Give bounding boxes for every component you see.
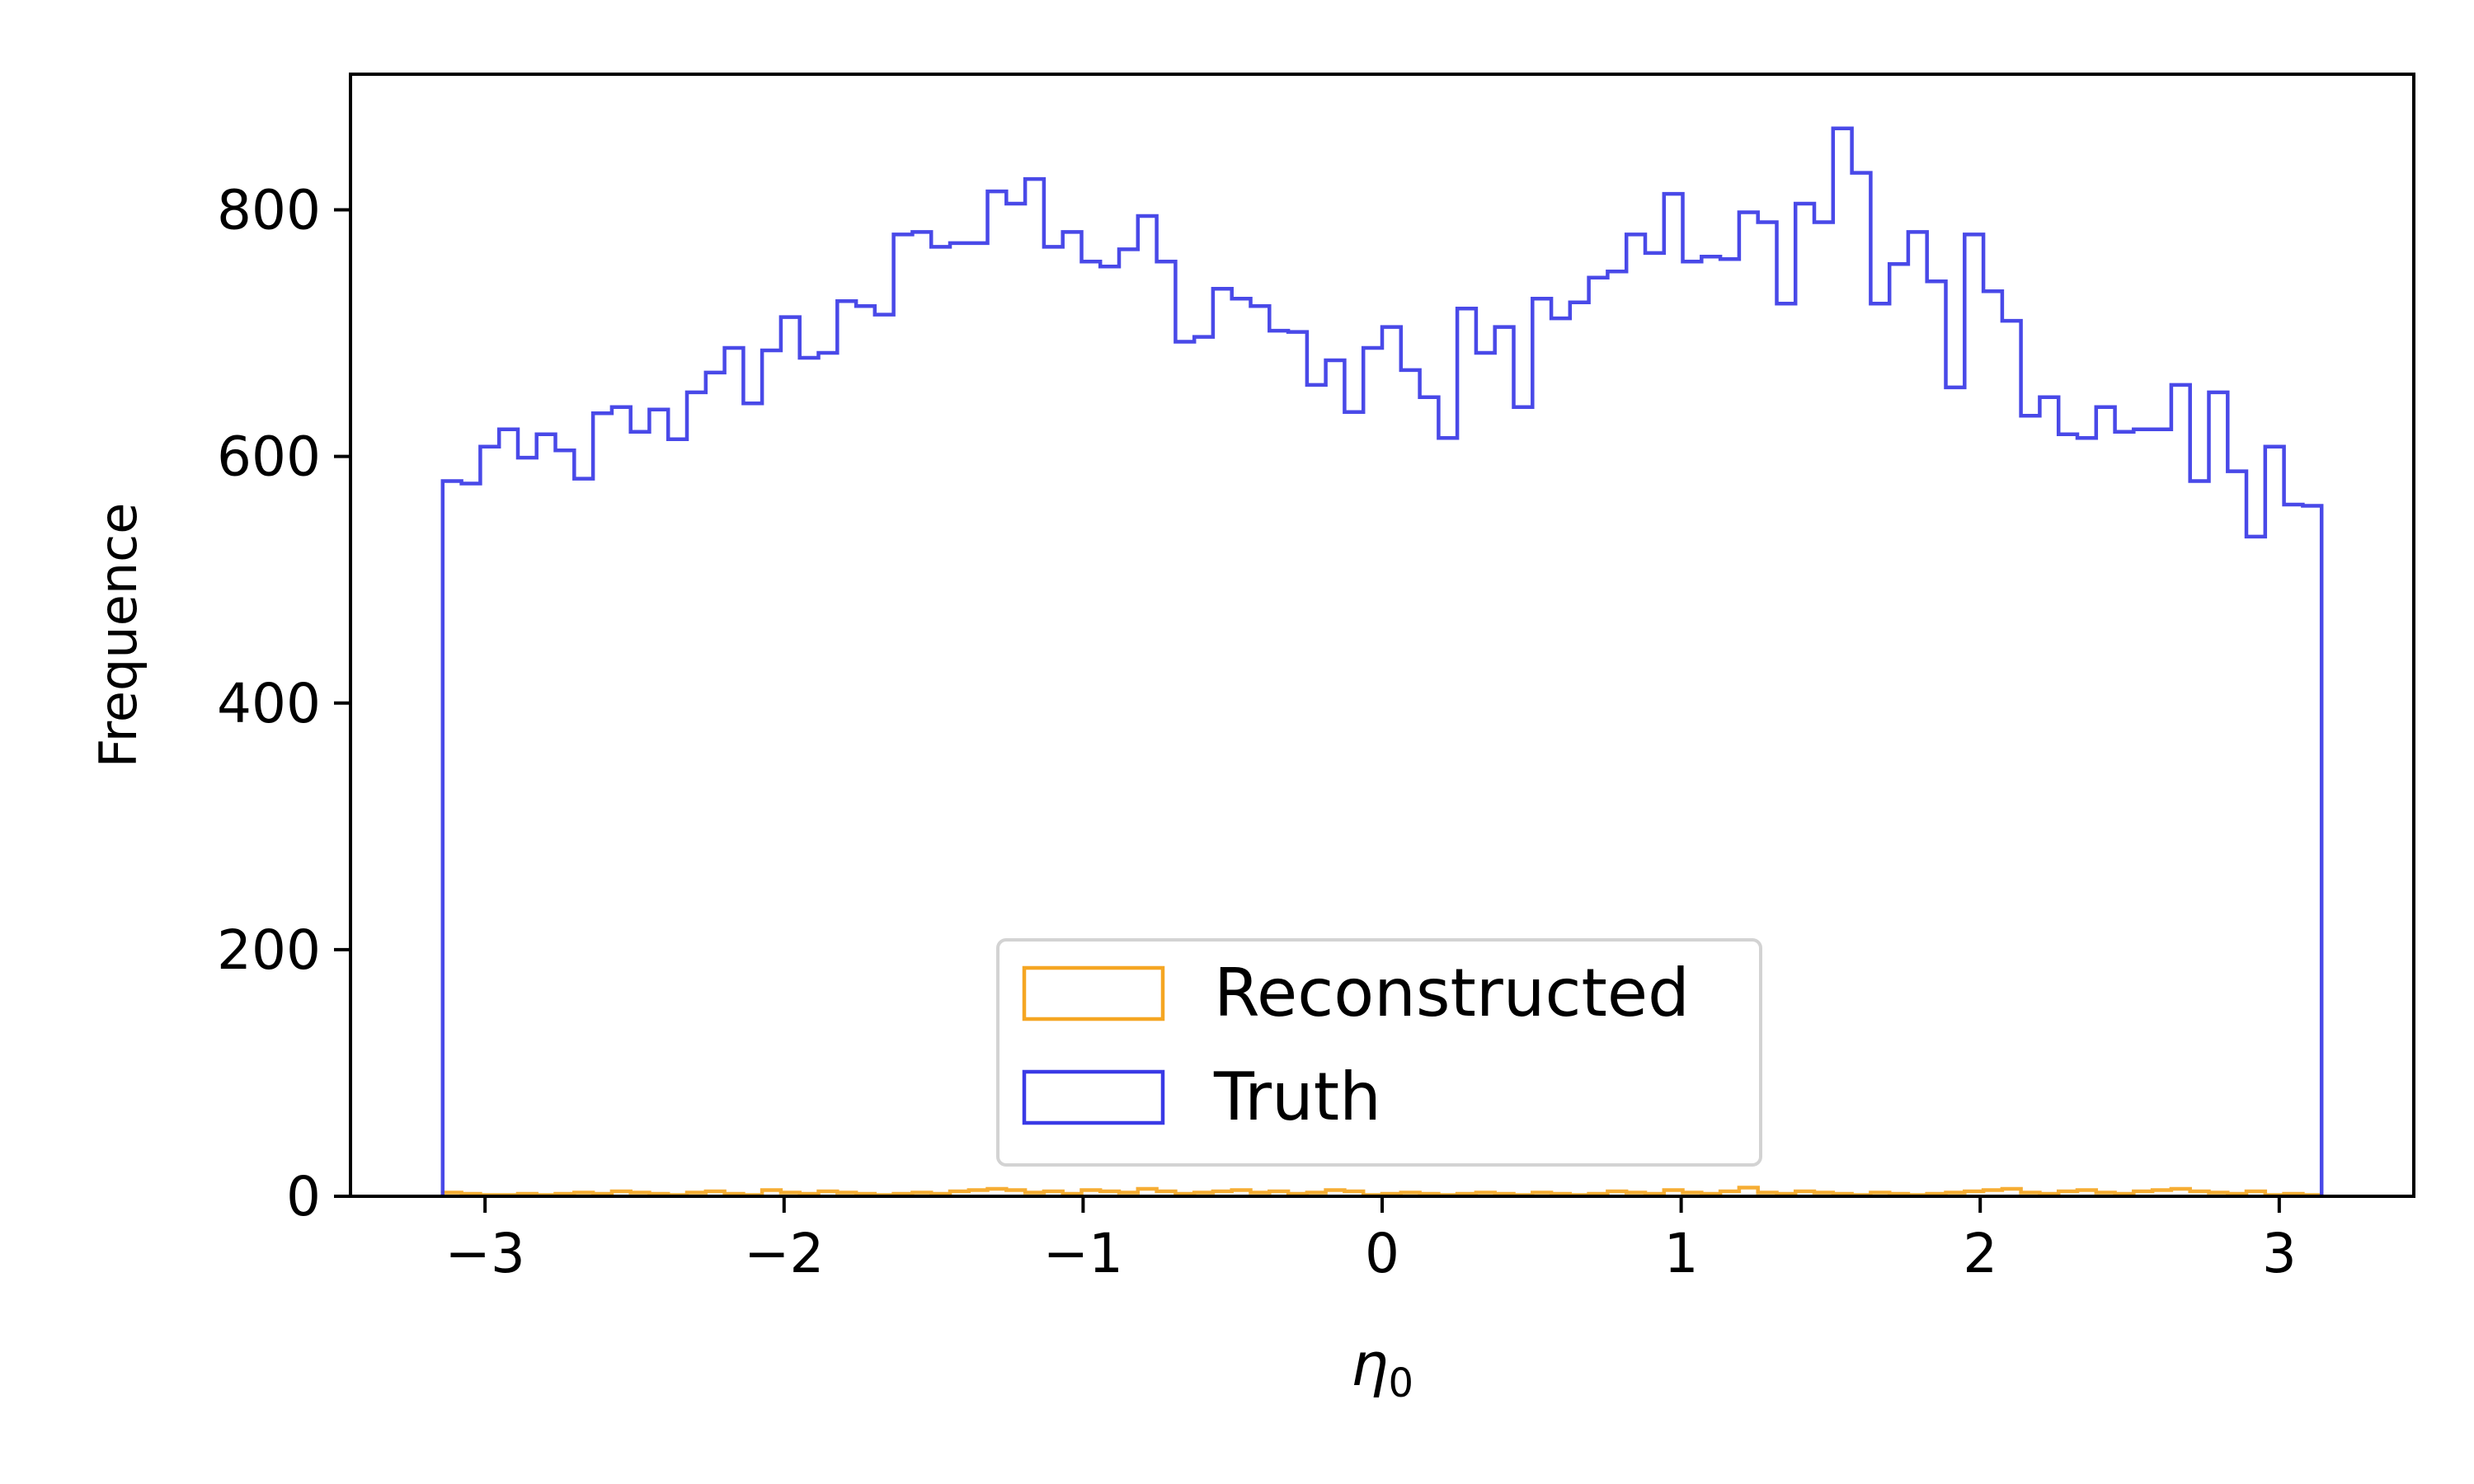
y-tick-label: 0 — [286, 1165, 321, 1228]
y-tick-label: 800 — [217, 179, 321, 242]
x-tick-label: 0 — [1365, 1222, 1399, 1285]
y-tick-label: 400 — [217, 672, 321, 735]
x-tick-label: −1 — [1043, 1222, 1123, 1285]
x-tick-label: 1 — [1664, 1222, 1699, 1285]
x-axis-label: η0 — [1351, 1330, 1413, 1407]
series-truth-step — [440, 126, 2324, 1196]
x-tick-label: 2 — [1963, 1222, 1997, 1285]
x-tick-label: −2 — [744, 1222, 824, 1285]
y-tick-label: 600 — [217, 425, 321, 489]
legend-label-reconstructed: Reconstructed — [1214, 955, 1690, 1031]
y-axis-label: Frequence — [88, 503, 148, 768]
legend-swatch-truth — [1022, 1069, 1165, 1125]
series-reconstructed-step — [440, 1186, 2324, 1197]
y-axis-ticks: 0 200 400 600 800 — [217, 179, 350, 1228]
x-axis-label-symbol: η — [1351, 1330, 1389, 1399]
legend-label-truth: Truth — [1213, 1059, 1381, 1135]
legend-swatch-reconstructed — [1022, 965, 1165, 1021]
x-tick-label: −3 — [445, 1222, 525, 1285]
x-axis-ticks: −3 −2 −1 0 1 2 3 — [445, 1196, 2297, 1285]
x-axis-label-subscript: 0 — [1389, 1360, 1414, 1407]
x-tick-label: 3 — [2262, 1222, 2297, 1285]
histogram-bars — [440, 126, 2324, 1197]
legend-box — [996, 938, 1762, 1167]
legend: Reconstructed Truth — [996, 938, 1762, 1167]
y-tick-label: 200 — [217, 918, 321, 982]
